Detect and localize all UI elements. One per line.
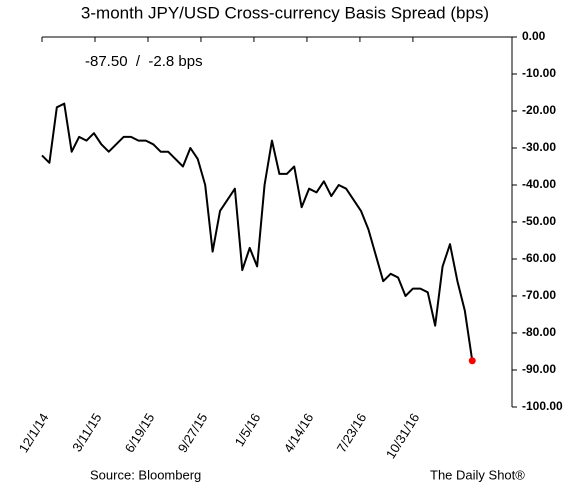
x-tick-label: 3/11/15: [69, 410, 104, 454]
annotation: -87.50 / -2.8 bps: [85, 53, 203, 70]
credit: The Daily Shot®: [430, 467, 525, 482]
y-tick-label: -40.00: [522, 177, 556, 191]
x-tick-label: 4/14/16: [281, 410, 317, 455]
y-tick-label: -50.00: [522, 214, 556, 228]
source: Source: Bloomberg: [90, 467, 201, 482]
y-tick-label: -60.00: [522, 251, 556, 265]
x-tick-label: 7/23/16: [334, 410, 370, 455]
x-tick-label: 6/19/15: [122, 410, 158, 455]
y-tick-label: 0.00: [522, 29, 546, 43]
y-tick-label: -30.00: [522, 140, 556, 154]
y-tick-label: -70.00: [522, 288, 556, 302]
chart-title: 3-month JPY/USD Cross-currency Basis Spr…: [81, 3, 489, 22]
y-tick-label: -20.00: [522, 103, 556, 117]
y-tick-label: -90.00: [522, 362, 556, 376]
x-tick-label: 1/5/16: [232, 410, 264, 449]
series-line: [41, 102, 474, 361]
y-tick-label: -100.00: [522, 399, 563, 413]
x-tick-label: 10/31/16: [383, 410, 423, 461]
y-tick-label: -80.00: [522, 325, 556, 339]
last-point: [468, 357, 476, 365]
x-tick-label: 9/27/15: [175, 410, 211, 455]
y-tick-label: -10.00: [522, 66, 556, 80]
x-tick-label: 12/1/14: [16, 410, 52, 455]
